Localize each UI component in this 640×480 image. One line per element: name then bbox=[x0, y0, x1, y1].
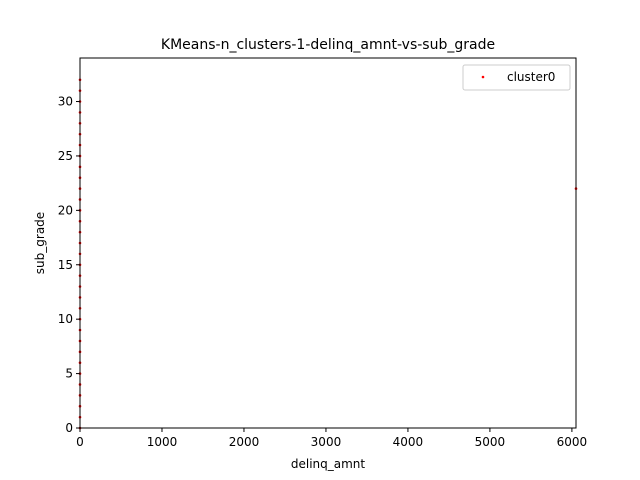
chart-title: KMeans-n_clusters-1-delinq_amnt-vs-sub_g… bbox=[161, 37, 495, 53]
x-tick-label: 0 bbox=[76, 435, 84, 449]
x-tick-label: 2000 bbox=[229, 435, 260, 449]
y-tick-label: 5 bbox=[65, 367, 73, 381]
x-axis-ticks: 0 1000 2000 3000 4000 5000 6000 bbox=[76, 428, 587, 449]
x-tick-label: 5000 bbox=[475, 435, 506, 449]
x-tick-label: 4000 bbox=[393, 435, 424, 449]
y-tick-label: 25 bbox=[58, 149, 73, 163]
y-tick-label: 0 bbox=[65, 421, 73, 435]
legend-box bbox=[462, 64, 571, 91]
x-tick-label: 1000 bbox=[147, 435, 178, 449]
plot-frame bbox=[79, 57, 577, 429]
y-tick-label: 10 bbox=[58, 312, 73, 326]
x-tick-label: 6000 bbox=[557, 435, 588, 449]
y-tick-label: 20 bbox=[58, 203, 73, 217]
x-axis-label: delinq_amnt bbox=[291, 457, 366, 471]
y-tick-label: 30 bbox=[58, 95, 73, 109]
y-tick-label: 15 bbox=[58, 258, 73, 272]
x-tick-label: 3000 bbox=[311, 435, 342, 449]
y-axis-label: sub_grade bbox=[33, 212, 47, 274]
legend: cluster0 bbox=[462, 64, 571, 91]
y-axis-ticks: 0 5 10 15 20 25 30 bbox=[58, 95, 80, 435]
plot-points bbox=[78, 78, 578, 430]
legend-label-cluster0: cluster0 bbox=[507, 70, 555, 84]
legend-marker-cluster0 bbox=[481, 75, 485, 79]
